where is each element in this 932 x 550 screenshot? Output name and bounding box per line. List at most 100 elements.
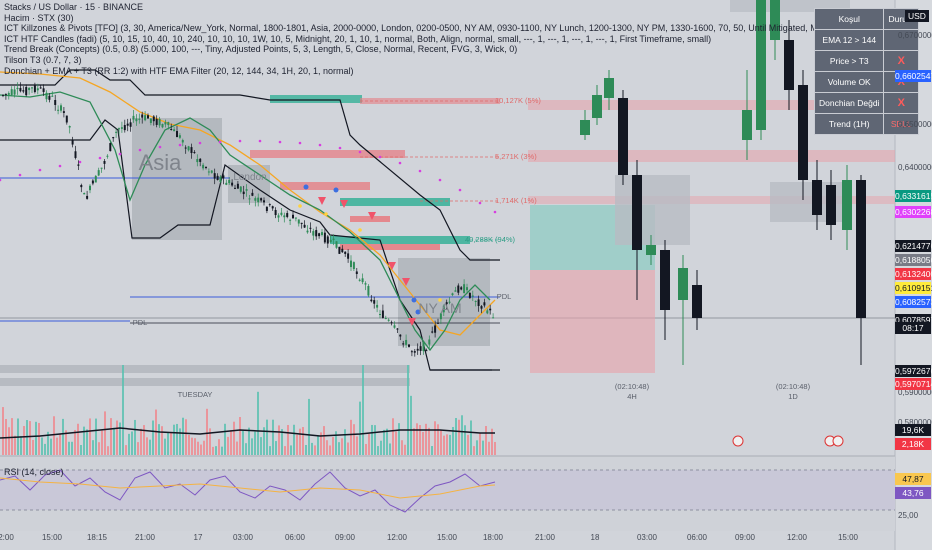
price-badge: 0,62147763 bbox=[895, 240, 932, 252]
candle-body bbox=[184, 147, 187, 149]
volume-bar bbox=[479, 432, 481, 455]
htf-candle-body bbox=[798, 85, 808, 180]
legend-tilson[interactable]: Tilson T3 (0.7, 7, 3) bbox=[4, 54, 82, 65]
volume-bar bbox=[191, 437, 193, 455]
candle-body bbox=[202, 164, 205, 169]
volume-bar bbox=[206, 408, 208, 455]
legend-htf-candles[interactable]: ICT HTF Candles (fadi) (5, 10, 15, 10, 4… bbox=[4, 33, 712, 44]
time-tick: 15:00 bbox=[41, 533, 63, 542]
candle-body bbox=[442, 305, 445, 313]
volume-bar bbox=[269, 446, 271, 455]
volume-bar bbox=[158, 424, 160, 455]
htf-candle-body bbox=[784, 40, 794, 90]
time-tick: 03:00 bbox=[232, 533, 254, 542]
legend-donchian[interactable]: Donchian + EMA + T3 (RR 1:2) with HTF EM… bbox=[4, 65, 354, 76]
volume-bar bbox=[458, 419, 460, 455]
volume-bar bbox=[464, 425, 466, 455]
candle-body bbox=[358, 279, 361, 281]
volume-bar bbox=[167, 432, 169, 455]
candle-body bbox=[222, 175, 225, 179]
candle-body bbox=[16, 87, 19, 90]
candle-body bbox=[277, 215, 280, 218]
legend-killzones[interactable]: ICT Killzones & Pivots [TFO] (3, 30, Ame… bbox=[4, 23, 894, 34]
volume-bar bbox=[119, 422, 121, 455]
status-row-value: X bbox=[883, 50, 919, 72]
volume-bar bbox=[377, 446, 379, 455]
volume-bar bbox=[371, 424, 373, 455]
candle-body bbox=[387, 319, 390, 321]
volume-bar bbox=[251, 438, 253, 455]
time-tick: 2:00 bbox=[0, 533, 14, 542]
status-row-label: Trend (1H) bbox=[813, 113, 885, 135]
candle-body bbox=[405, 339, 408, 345]
level-label: 1,714K (1%) bbox=[495, 196, 537, 205]
pdl-label: PDL bbox=[496, 292, 512, 301]
price-badge: 08:17 bbox=[895, 322, 931, 334]
legend-trend-break[interactable]: Trend Break (Concepts) (0.5, 0.8) (5.000… bbox=[4, 44, 518, 55]
volume-bar bbox=[176, 423, 178, 455]
volume-bar bbox=[56, 437, 58, 455]
status-row-value: SELL bbox=[883, 113, 919, 135]
volume-bar bbox=[293, 424, 295, 455]
time-tick: 15:00 bbox=[837, 533, 859, 542]
candle-body bbox=[326, 236, 329, 244]
london-session-box bbox=[228, 165, 270, 203]
candle-body bbox=[350, 260, 352, 268]
candle-body bbox=[370, 299, 373, 302]
volume-bar bbox=[35, 421, 37, 455]
status-row-label: EMA 12 > 144 bbox=[813, 29, 885, 51]
volume-bar bbox=[404, 444, 406, 455]
candle-body bbox=[413, 351, 416, 353]
candle-body bbox=[338, 246, 341, 254]
htf-candle-body bbox=[678, 268, 688, 300]
currency-button[interactable]: USD bbox=[905, 10, 929, 22]
candle-body bbox=[228, 180, 231, 184]
volume-bar bbox=[485, 425, 487, 455]
weekday-label: TUESDAY bbox=[177, 390, 213, 399]
volume-bar bbox=[125, 445, 127, 455]
candle-body bbox=[152, 116, 155, 122]
candle-body bbox=[62, 111, 65, 113]
volume-bar bbox=[356, 436, 358, 455]
volume-bar bbox=[179, 428, 181, 455]
volume-bar bbox=[383, 429, 385, 455]
candle-body bbox=[178, 135, 181, 138]
volume-bar bbox=[398, 423, 400, 455]
candle-body bbox=[292, 214, 294, 219]
candle-body bbox=[248, 198, 251, 200]
volume-bar bbox=[422, 432, 424, 455]
candle-body bbox=[489, 308, 492, 311]
candle-body bbox=[303, 224, 306, 228]
candle-body bbox=[402, 343, 405, 345]
volume-bar bbox=[8, 427, 10, 455]
volume-bar bbox=[434, 421, 436, 455]
legend-symbol[interactable]: Stacks / US Dollar · 15 · BINANCE bbox=[4, 2, 144, 12]
candle-body bbox=[48, 95, 51, 100]
htf-candle-body bbox=[742, 110, 752, 140]
candle-body bbox=[4, 93, 7, 95]
candle-body bbox=[51, 95, 54, 97]
rsi-legend[interactable]: RSI (14, close) bbox=[4, 467, 64, 477]
volume-bar bbox=[257, 391, 259, 455]
candle-body bbox=[419, 346, 422, 351]
candle-body bbox=[10, 89, 13, 95]
candle-body bbox=[408, 344, 410, 347]
htf-candle-body bbox=[592, 95, 602, 118]
volume-bar bbox=[95, 418, 97, 455]
volume-bar bbox=[467, 434, 469, 455]
volume-bar bbox=[23, 426, 25, 455]
htf-candle-body bbox=[770, 0, 780, 40]
volume-bar bbox=[200, 444, 202, 455]
volume-bar bbox=[446, 434, 448, 455]
time-tick: 18:15 bbox=[86, 533, 108, 542]
candle-body bbox=[149, 118, 152, 123]
volume-bar bbox=[311, 442, 313, 455]
volume-bar bbox=[299, 428, 301, 455]
price-tick: 0,64000000 bbox=[898, 163, 932, 172]
volume-bar bbox=[416, 423, 418, 455]
candle-body bbox=[457, 285, 460, 293]
volume-bar bbox=[410, 395, 412, 455]
legend-volume[interactable]: Hacim · STX (30) bbox=[4, 12, 74, 23]
volume-bar bbox=[50, 438, 52, 455]
